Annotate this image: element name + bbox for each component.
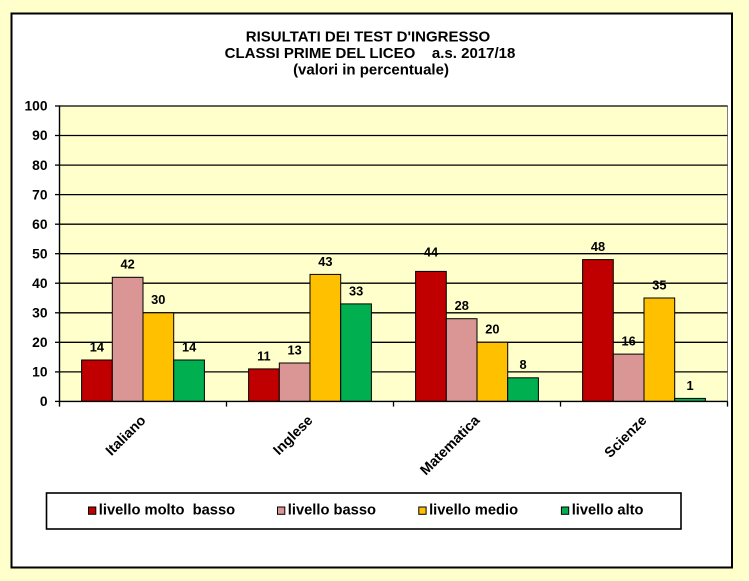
svg-text:(valori in percentuale): (valori in percentuale) <box>293 62 449 79</box>
svg-text:1: 1 <box>687 378 694 393</box>
svg-text:8: 8 <box>520 357 527 372</box>
svg-text:14: 14 <box>90 339 105 354</box>
svg-text:90: 90 <box>32 128 48 143</box>
svg-text:11: 11 <box>257 348 271 363</box>
svg-text:CLASSI PRIME DEL LICEO a.s.: CLASSI PRIME DEL LICEO a.s. 2017/18 <box>225 45 516 62</box>
svg-text:livello medio: livello medio <box>429 503 518 519</box>
svg-text:28: 28 <box>455 298 469 313</box>
svg-text:100: 100 <box>24 99 47 114</box>
svg-text:42: 42 <box>120 257 134 272</box>
svg-text:10: 10 <box>32 365 48 380</box>
svg-text:20: 20 <box>485 322 499 337</box>
svg-text:13: 13 <box>287 342 301 357</box>
svg-text:40: 40 <box>32 276 48 291</box>
svg-text:16: 16 <box>621 334 635 349</box>
svg-text:33: 33 <box>349 283 363 298</box>
svg-text:livello molto basso: livello molto basso <box>99 503 235 519</box>
svg-text:35: 35 <box>652 277 666 292</box>
svg-text:RISULTATI DEI TEST D'INGRESSO: RISULTATI DEI TEST D'INGRESSO <box>246 28 491 45</box>
svg-text:43: 43 <box>318 254 332 269</box>
svg-text:60: 60 <box>32 217 48 232</box>
svg-text:20: 20 <box>32 335 48 350</box>
svg-text:44: 44 <box>424 245 439 260</box>
svg-text:50: 50 <box>32 246 48 261</box>
svg-text:30: 30 <box>32 306 48 321</box>
svg-text:30: 30 <box>151 292 165 307</box>
svg-text:70: 70 <box>32 187 48 202</box>
svg-text:48: 48 <box>591 239 605 254</box>
svg-text:14: 14 <box>182 339 197 354</box>
svg-text:livello basso: livello basso <box>288 503 376 519</box>
svg-text:0: 0 <box>40 394 48 409</box>
svg-text:livello alto: livello alto <box>572 503 644 519</box>
svg-text:80: 80 <box>32 158 48 173</box>
